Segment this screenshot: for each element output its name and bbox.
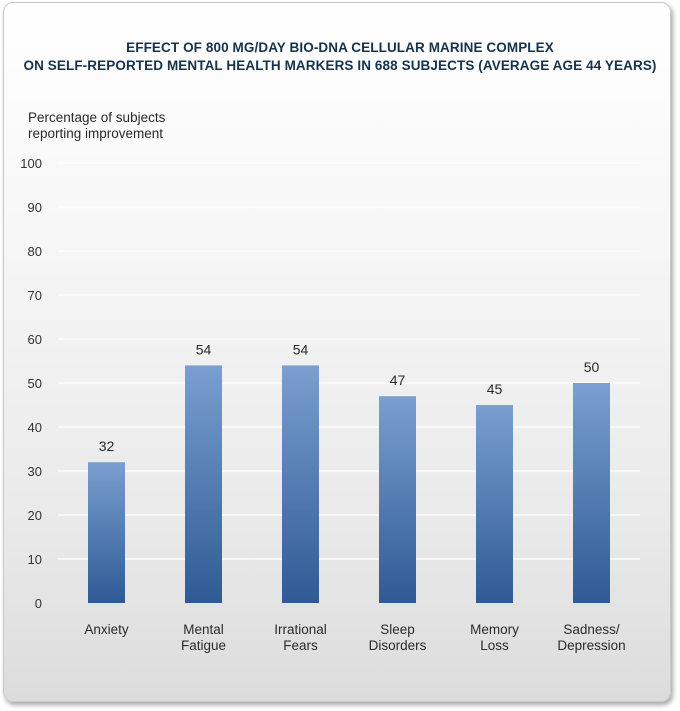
- x-category-label: Memory Loss: [470, 622, 519, 653]
- bar: [476, 405, 513, 603]
- data-label: 50: [584, 359, 600, 375]
- y-tick-label: 70: [28, 288, 42, 303]
- y-axis-label-line-1: Percentage of subjects: [28, 110, 166, 125]
- data-label: 32: [99, 438, 115, 454]
- bar: [282, 365, 319, 603]
- y-tick-label: 30: [28, 464, 42, 479]
- y-tick-label: 80: [28, 244, 42, 259]
- data-label: 54: [196, 341, 212, 357]
- data-label: 54: [293, 341, 309, 357]
- bar: [379, 396, 416, 603]
- bars: [88, 365, 610, 603]
- x-axis-categories: Anxiety Mental Fatigue Irrational Fears Sleep…: [84, 622, 625, 653]
- y-tick-label: 10: [28, 552, 42, 567]
- bar: [185, 365, 222, 603]
- y-tick-label: 20: [28, 508, 42, 523]
- y-tick-label: 40: [28, 420, 42, 435]
- y-tick-label: 60: [28, 332, 42, 347]
- x-category-label: Irrational Fears: [274, 622, 327, 653]
- y-axis-label-line-2: reporting improvement: [28, 126, 164, 141]
- chart-title-line-1: EFFECT OF 800 MG/DAY BIO-DNA CELLULAR MA…: [126, 40, 554, 55]
- data-label: 45: [487, 381, 503, 397]
- y-tick-label: 50: [28, 376, 42, 391]
- y-tick-label: 90: [28, 200, 42, 215]
- x-category-label: Mental Fatigue: [181, 622, 226, 653]
- bar: [88, 462, 125, 603]
- data-label: 47: [390, 372, 406, 388]
- y-axis-ticks: 0 10 20 30 40 50 60 70 80 90 100: [20, 156, 42, 611]
- y-tick-label: 0: [35, 596, 42, 611]
- x-category-label: Sadness/Depression: [557, 622, 625, 653]
- gridlines: [58, 162, 640, 560]
- data-labels: 32 54 54 47 45 50: [99, 341, 600, 454]
- bar: [573, 383, 610, 603]
- y-tick-label: 100: [20, 156, 42, 171]
- x-category-label: Sleep Disorders: [369, 622, 427, 653]
- x-category-label: Anxiety: [84, 622, 129, 637]
- chart-title-line-2: ON SELF-REPORTED MENTAL HEALTH MARKERS I…: [23, 58, 657, 73]
